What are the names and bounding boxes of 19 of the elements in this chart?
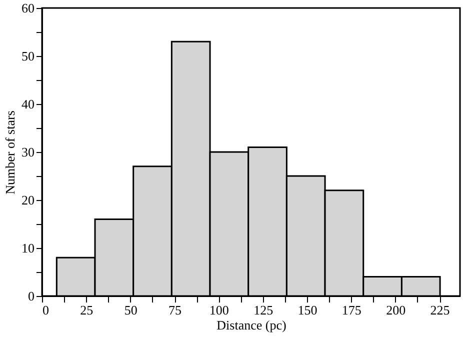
x-tick-label: 200 <box>386 302 406 318</box>
x-tick-label: 175 <box>342 302 362 318</box>
y-tick-label: 0 <box>28 288 34 304</box>
y-axis-title: Number of stars <box>2 110 18 194</box>
x-tick-label: 100 <box>209 302 229 318</box>
y-tick-label: 60 <box>22 0 34 16</box>
x-tick-label: 25 <box>80 302 94 318</box>
x-tick-label: 225 <box>430 302 450 318</box>
y-tick-label: 50 <box>22 48 34 64</box>
y-tick-label: 20 <box>22 192 34 208</box>
x-tick-label: 0 <box>42 302 49 318</box>
x-tick-label: 125 <box>254 302 274 318</box>
x-tick-label: 50 <box>124 302 138 318</box>
y-tick-label: 10 <box>22 240 34 256</box>
x-tick-label: 150 <box>298 302 318 318</box>
x-tick-label: 75 <box>168 302 182 318</box>
y-tick-label: 30 <box>22 144 34 160</box>
x-axis-title: Distance (pc) <box>216 318 286 332</box>
y-tick-label: 40 <box>22 96 34 112</box>
